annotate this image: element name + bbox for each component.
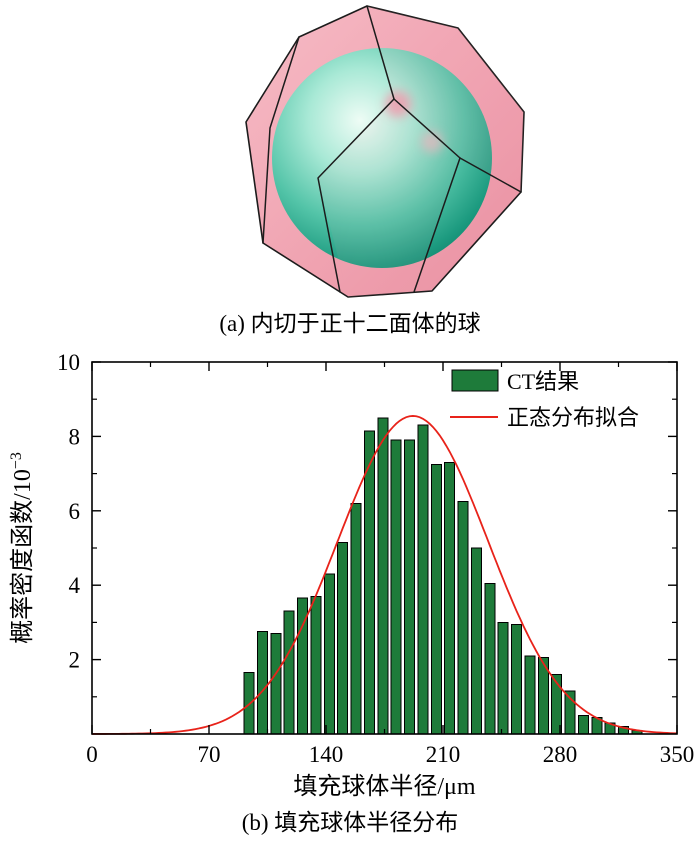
y-tick-label: 6 — [69, 499, 81, 524]
inscribed-sphere — [272, 48, 492, 268]
histogram-bar — [390, 439, 402, 735]
histogram-bar — [256, 631, 269, 735]
histogram-bar — [270, 633, 282, 735]
caption-b: (b) 填充球体半径分布 — [241, 810, 459, 836]
figure-page: (a) 内切于正十二面体的球 0 70 140 210 280 350 2 4 6 8 10 CT结果… — [8, 5, 695, 836]
histogram-chart: 0 70 140 210 280 350 2 4 6 8 10 CT结果正态分布拟合填充球体半径/μm… — [8, 350, 695, 800]
histogram-bar — [497, 622, 509, 735]
front-face-tint-upper — [367, 6, 524, 192]
y-tick-label: 2 — [69, 648, 81, 673]
histogram-bar — [323, 573, 335, 735]
histogram-bar — [350, 503, 362, 735]
histogram-bar — [377, 417, 389, 735]
x-axis-title: 填充球体半径/μm — [293, 773, 476, 800]
histogram-bar — [470, 547, 482, 735]
legend-swatch-ct — [451, 369, 499, 392]
histogram-bar — [337, 542, 349, 735]
histogram-bar — [524, 655, 536, 735]
edge-left-back — [262, 36, 300, 244]
histogram-bar — [430, 464, 442, 735]
histogram-bar — [283, 611, 295, 735]
y-tick-label: 4 — [69, 573, 81, 598]
x-tick-label: 280 — [543, 742, 578, 767]
histogram-bar — [484, 583, 496, 735]
y-axis-title: 概率密度函数/10−3 — [8, 452, 36, 644]
histogram-bar — [577, 715, 589, 735]
histogram-bar — [363, 430, 375, 735]
x-tick-label: 0 — [86, 742, 98, 767]
histogram-bar — [310, 596, 322, 735]
histogram-bar — [417, 425, 429, 735]
edge-apex-to-front-vertex — [317, 5, 395, 293]
y-tick-label: 10 — [57, 350, 80, 375]
histogram-bar — [444, 462, 456, 735]
legend-label-fit: 正态分布拟合 — [507, 405, 639, 430]
dodecahedron-edges — [262, 5, 522, 293]
legend-label-ct: CT结果 — [507, 369, 579, 394]
normal-fit-curve — [92, 415, 678, 736]
x-tick-label: 140 — [309, 742, 344, 767]
y-tick-label: 8 — [69, 425, 81, 450]
edge-front-bottom — [413, 157, 461, 293]
pink-reflection-spot — [385, 91, 411, 117]
histogram-bar — [404, 439, 416, 735]
dodecahedron-sphere-figure — [245, 5, 525, 298]
histogram-bar — [511, 624, 523, 735]
pink-reflection-spot — [421, 131, 443, 153]
x-tick-label: 210 — [426, 742, 461, 767]
caption-a: (a) 内切于正十二面体的球 — [219, 311, 481, 336]
x-tick-label: 70 — [198, 742, 221, 767]
histogram-bar — [457, 501, 469, 735]
x-tick-label: 350 — [660, 742, 695, 767]
